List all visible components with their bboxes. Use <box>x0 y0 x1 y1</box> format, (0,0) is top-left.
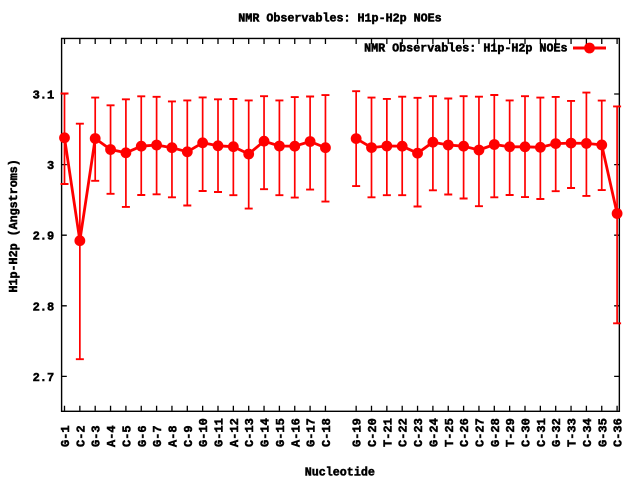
svg-text:G-1: G-1 <box>59 425 73 447</box>
svg-text:A-4: A-4 <box>105 425 119 447</box>
svg-text:C-34: C-34 <box>581 418 595 447</box>
svg-text:H1p-H2p (Angstroms): H1p-H2p (Angstroms) <box>7 159 21 292</box>
svg-text:C-18: C-18 <box>320 418 334 447</box>
svg-text:G-3: G-3 <box>90 425 104 447</box>
svg-text:T-29: T-29 <box>504 418 518 447</box>
svg-text:C-9: C-9 <box>182 425 196 447</box>
svg-text:C-23: C-23 <box>412 418 426 447</box>
svg-text:T-33: T-33 <box>566 418 580 447</box>
svg-text:NMR Observables: H1p-H2p NOEs: NMR Observables: H1p-H2p NOEs <box>238 12 441 26</box>
svg-text:C-26: C-26 <box>458 418 472 447</box>
svg-text:C-30: C-30 <box>520 418 534 447</box>
svg-text:G-17: G-17 <box>305 418 319 447</box>
svg-text:C-13: C-13 <box>243 418 257 447</box>
svg-text:G-15: G-15 <box>274 418 288 447</box>
svg-text:G-11: G-11 <box>213 418 227 447</box>
svg-text:A-12: A-12 <box>228 418 242 447</box>
svg-text:C-2: C-2 <box>74 425 88 447</box>
svg-text:G-6: G-6 <box>136 425 150 447</box>
svg-text:C-27: C-27 <box>473 418 487 447</box>
svg-text:G-10: G-10 <box>197 418 211 447</box>
svg-text:T-21: T-21 <box>381 418 395 447</box>
svg-text:2.7: 2.7 <box>33 371 55 385</box>
svg-text:G-32: G-32 <box>550 418 564 447</box>
svg-text:2.9: 2.9 <box>33 230 55 244</box>
svg-text:G-7: G-7 <box>151 425 165 447</box>
svg-text:A-16: A-16 <box>289 418 303 447</box>
svg-text:T-25: T-25 <box>443 418 457 447</box>
svg-text:C-36: C-36 <box>612 418 626 447</box>
svg-text:C-31: C-31 <box>535 418 549 447</box>
svg-text:G-14: G-14 <box>259 418 273 447</box>
svg-text:G-24: G-24 <box>427 418 441 447</box>
svg-text:3: 3 <box>47 159 54 173</box>
svg-text:C-20: C-20 <box>366 418 380 447</box>
svg-text:NMR Observables: H1p-H2p NOEs: NMR Observables: H1p-H2p NOEs <box>364 42 567 56</box>
svg-text:3.1: 3.1 <box>33 89 55 103</box>
svg-text:C-5: C-5 <box>120 425 134 447</box>
svg-text:G-35: G-35 <box>596 418 610 447</box>
svg-text:G-19: G-19 <box>351 418 365 447</box>
svg-text:A-8: A-8 <box>166 425 180 447</box>
svg-text:C-22: C-22 <box>397 418 411 447</box>
svg-text:G-28: G-28 <box>489 418 503 447</box>
svg-text:Nucleotide: Nucleotide <box>305 466 375 480</box>
svg-text:2.8: 2.8 <box>33 300 55 314</box>
